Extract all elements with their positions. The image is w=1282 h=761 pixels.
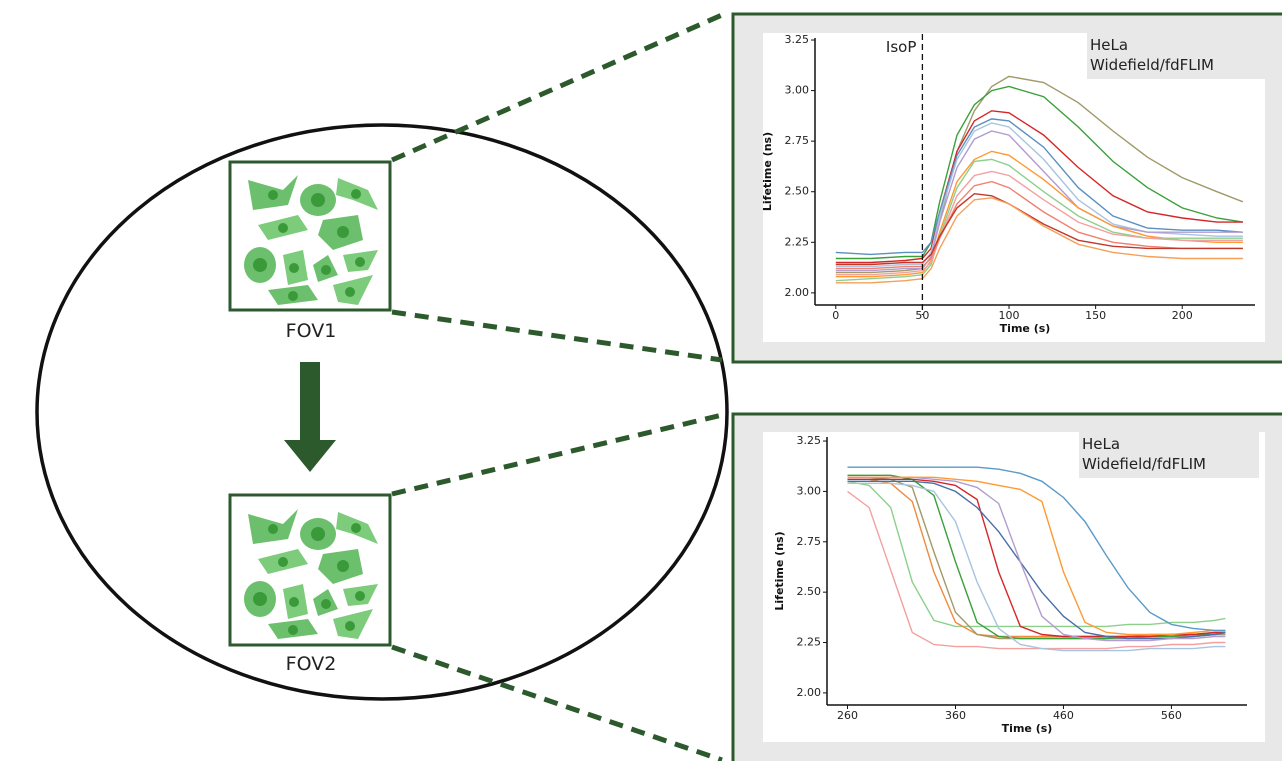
y-axis-label: Lifetime (ns) xyxy=(773,531,786,610)
y-tick-label: 2.00 xyxy=(785,286,810,299)
y-tick-label: 2.25 xyxy=(797,636,822,649)
plot-area xyxy=(763,33,1265,342)
annotation-box-text: HeLa xyxy=(1082,435,1120,453)
y-tick-label: 2.50 xyxy=(785,185,810,198)
x-axis-label: Time (s) xyxy=(1000,322,1051,335)
x-tick-label: 460 xyxy=(1053,709,1074,722)
x-tick-label: 560 xyxy=(1161,709,1182,722)
y-tick-label: 2.25 xyxy=(785,235,810,248)
figure: FOV1 FOV2 2.00 2.25 2.50 2.75 3.00 3.25 0 50 100… xyxy=(0,0,1282,761)
y-tick-label: 2.75 xyxy=(785,134,810,147)
y-tick-label: 2.75 xyxy=(797,535,822,548)
y-tick-label: 3.00 xyxy=(785,84,810,97)
y-tick-label: 2.00 xyxy=(797,686,822,699)
x-tick-label: 150 xyxy=(1085,309,1106,322)
plot-area xyxy=(763,432,1265,742)
annotation-box-text: Widefield/fdFLIM xyxy=(1082,455,1206,473)
y-axis-label: Lifetime (ns) xyxy=(761,132,774,211)
x-tick-label: 50 xyxy=(915,309,929,322)
y-tick-label: 3.25 xyxy=(797,434,822,447)
fov-label: FOV1 xyxy=(286,320,337,342)
arrow xyxy=(284,362,336,472)
y-tick-label: 3.25 xyxy=(785,33,810,46)
fov-label: FOV2 xyxy=(286,653,337,675)
page: FOV1 FOV2 2.00 2.25 2.50 2.75 3.00 3.25 0 50 100… xyxy=(0,0,1282,761)
annotation-box-text: HeLa xyxy=(1090,36,1128,54)
x-tick-label: 0 xyxy=(832,309,839,322)
y-tick-label: 3.00 xyxy=(797,484,822,497)
annotation-box-text: Widefield/fdFLIM xyxy=(1090,56,1214,74)
x-tick-label: 360 xyxy=(945,709,966,722)
x-tick-label: 260 xyxy=(837,709,858,722)
x-axis-label: Time (s) xyxy=(1002,722,1053,735)
zoom-lines xyxy=(392,15,722,760)
y-tick-label: 2.50 xyxy=(797,585,822,598)
x-tick-label: 200 xyxy=(1172,309,1193,322)
annotation-text: IsoP xyxy=(886,38,916,56)
x-tick-label: 100 xyxy=(999,309,1020,322)
